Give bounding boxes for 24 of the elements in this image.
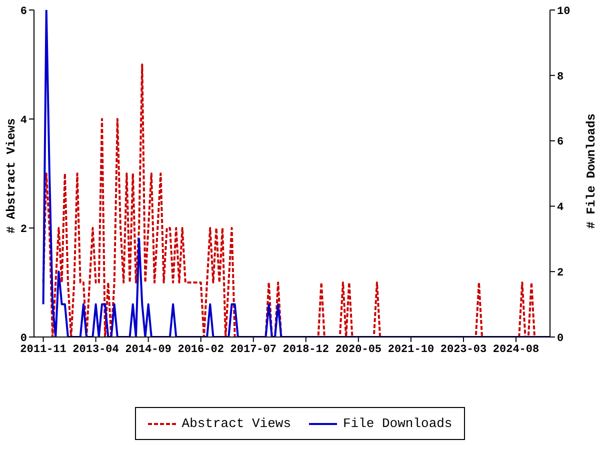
y2-tick-label: 6: [557, 136, 564, 149]
x-tick-label: 2013-04: [72, 344, 120, 356]
y2-tick-label: 10: [557, 6, 570, 18]
y-axis-title: # Abstract Views: [4, 118, 18, 234]
x-tick-label: 2014-09: [125, 344, 172, 356]
y-tick-label: 2: [20, 224, 27, 236]
x-tick-label: 2011-11: [20, 344, 67, 356]
y2-tick-label: 2: [557, 268, 564, 280]
x-tick-label: 2020-05: [335, 344, 382, 356]
x-tick-label: 2023-03: [440, 344, 487, 356]
legend-label: Abstract Views: [182, 416, 291, 431]
x-tick-label: 2016-02: [178, 344, 224, 356]
x-tick-label: 2024-08: [492, 344, 540, 356]
y2-tick-label: 8: [557, 71, 564, 84]
y-tick-label: 4: [20, 114, 28, 127]
x-tick-label: 2017-07: [230, 344, 276, 356]
y-tick-label: 0: [20, 332, 27, 345]
x-tick-label: 2021-10: [388, 344, 434, 356]
legend-label: File Downloads: [343, 416, 452, 431]
y-tick-label: 6: [20, 6, 27, 18]
y2-tick-label: 0: [557, 332, 564, 345]
y2-axis-title: # File Downloads: [584, 114, 598, 229]
x-tick-label: 2018-12: [282, 344, 330, 356]
y2-tick-label: 4: [557, 202, 564, 214]
